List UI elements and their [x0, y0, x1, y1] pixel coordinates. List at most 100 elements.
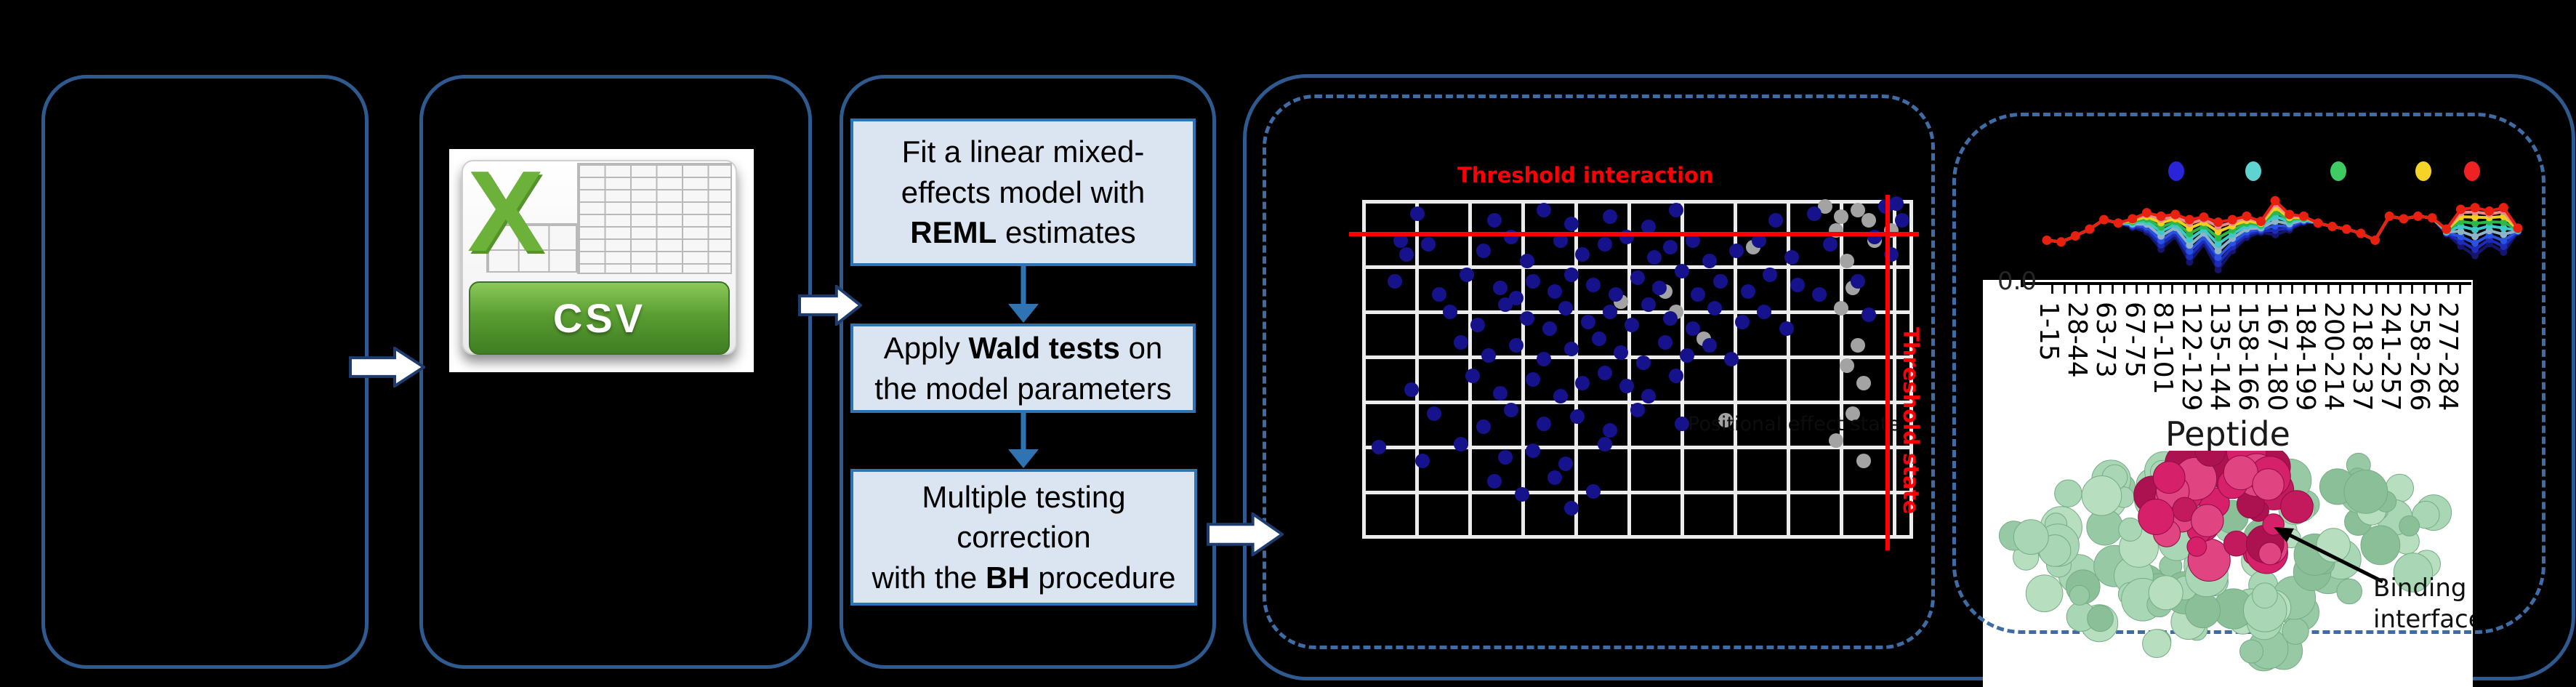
- scatter-point: [1851, 273, 1866, 289]
- scatter-point: [1740, 284, 1755, 299]
- scatter-point: [1443, 304, 1458, 319]
- threshold-interaction-line: [1349, 232, 1919, 236]
- uptake-marker: [2500, 242, 2508, 250]
- scatter-point: [1415, 453, 1430, 468]
- structure-surface-blob: [2148, 575, 2183, 611]
- scatter-point: [1790, 277, 1805, 292]
- scatter-point: [1834, 209, 1849, 225]
- structure-surface-blob: [2142, 629, 2172, 659]
- scatter-point: [1784, 250, 1800, 265]
- scatter-point: [1646, 250, 1662, 265]
- uptake-marker: [2442, 224, 2452, 234]
- binding-label-line1: Binding: [2373, 574, 2466, 603]
- axis-tick: [2063, 285, 2066, 294]
- scatter-point: [1564, 342, 1579, 357]
- uptake-marker: [2214, 228, 2222, 236]
- structure-surface-blob: [2069, 584, 2090, 606]
- excel-x-icon: X: [467, 148, 544, 276]
- structure-surface-blob: [2393, 553, 2434, 592]
- block-arrow-1: [349, 347, 425, 387]
- grid-line-v: [1681, 200, 1684, 539]
- scatter-point: [1525, 443, 1540, 458]
- axis-tick: [2159, 285, 2162, 294]
- grid-line-h: [1362, 401, 1913, 404]
- legend-marker: [2168, 161, 2184, 181]
- flow-box-text: on the model parameters: [874, 331, 1172, 406]
- scatter-point: [1388, 273, 1403, 289]
- scatter-point: [1486, 212, 1502, 228]
- scatter-point: [1641, 220, 1657, 235]
- threshold-interaction-label: Threshold interaction: [1457, 163, 1714, 188]
- scatter-point: [1751, 233, 1766, 248]
- axis-tick: [2243, 285, 2245, 294]
- scatter-point: [1889, 196, 1904, 211]
- scatter-point: [1861, 212, 1877, 228]
- x-axis-title: Peptide: [2165, 414, 2290, 454]
- scatter-point: [1851, 338, 1866, 353]
- flow-box-wald: Apply Wald tests on the model parameters: [850, 324, 1196, 413]
- uptake-marker: [2213, 217, 2223, 228]
- grid-line-h: [1362, 491, 1913, 494]
- csv-file-icon: X CSV: [462, 154, 737, 355]
- scatter-point: [1702, 253, 1717, 268]
- scatter-point: [1663, 240, 1678, 255]
- structure-surface-blob: [2223, 530, 2250, 557]
- axis-tick: [2207, 285, 2210, 294]
- uptake-marker: [2513, 223, 2523, 233]
- uptake-y-tick: 0.0: [1997, 267, 2037, 296]
- uptake-marker: [2085, 224, 2095, 234]
- scatter-point: [1630, 270, 1645, 286]
- scatter-point: [1432, 287, 1447, 302]
- binding-interface-arrowhead: [2274, 527, 2294, 542]
- legend-marker: [2245, 161, 2261, 181]
- scatter-point: [1460, 267, 1475, 282]
- structure-surface-blob: [2399, 515, 2420, 537]
- scatter-point: [1558, 301, 1574, 316]
- axis-tick: [2303, 285, 2306, 294]
- scatter-point: [1575, 375, 1590, 390]
- scatter-point: [1520, 311, 1535, 326]
- scatter-point: [1817, 199, 1832, 214]
- uptake-marker: [2285, 209, 2295, 220]
- scatter-point: [1691, 287, 1706, 302]
- binding-interface-arrow: [2281, 529, 2384, 584]
- axis-tick: [2387, 285, 2389, 294]
- uptake-marker: [2471, 220, 2479, 228]
- scatter-point: [1398, 246, 1414, 262]
- scatter-point: [1575, 246, 1590, 262]
- uptake-marker: [2471, 233, 2479, 241]
- uptake-marker: [2186, 241, 2194, 249]
- scatter-point: [1812, 287, 1827, 302]
- scatter-point: [1553, 389, 1568, 404]
- scatter-point: [1779, 321, 1794, 337]
- scatter-point: [1454, 334, 1469, 350]
- uptake-marker: [2170, 209, 2181, 220]
- axis-tick: [2147, 285, 2149, 294]
- flow-box-lmm: Fit a linear mixed- effects model with R…: [850, 118, 1196, 266]
- uptake-marker: [2214, 246, 2222, 254]
- axis-tick: [2423, 285, 2426, 294]
- scatter-point: [1685, 233, 1700, 248]
- structure-surface-blob: [2194, 451, 2226, 467]
- faint-axis-label: Positional effect state: [1688, 413, 1900, 435]
- scatter-point: [1547, 470, 1563, 486]
- uptake-marker: [2370, 235, 2380, 245]
- block-arrow-3: [1207, 513, 1284, 556]
- connector-arrow-2: [1008, 411, 1039, 468]
- axis-tick: [2363, 285, 2365, 294]
- scatter-point: [1420, 236, 1436, 252]
- axis-tick: [2339, 285, 2341, 294]
- scatter-point: [1614, 345, 1629, 360]
- uptake-marker: [2227, 214, 2237, 225]
- grid-line-v: [1734, 200, 1737, 539]
- structure-surface-blob: [2186, 536, 2207, 557]
- structure-surface-blob: [2336, 578, 2363, 605]
- structure-surface-blob: [2258, 542, 2282, 566]
- scatter-point: [1564, 501, 1579, 516]
- scatter-point: [1608, 287, 1623, 302]
- flow-box-keyword: REML: [910, 215, 997, 250]
- panel-scatter-dashed: [1263, 95, 1935, 649]
- scatter-point: [1702, 338, 1717, 353]
- structure-surface-blob: [2013, 519, 2049, 555]
